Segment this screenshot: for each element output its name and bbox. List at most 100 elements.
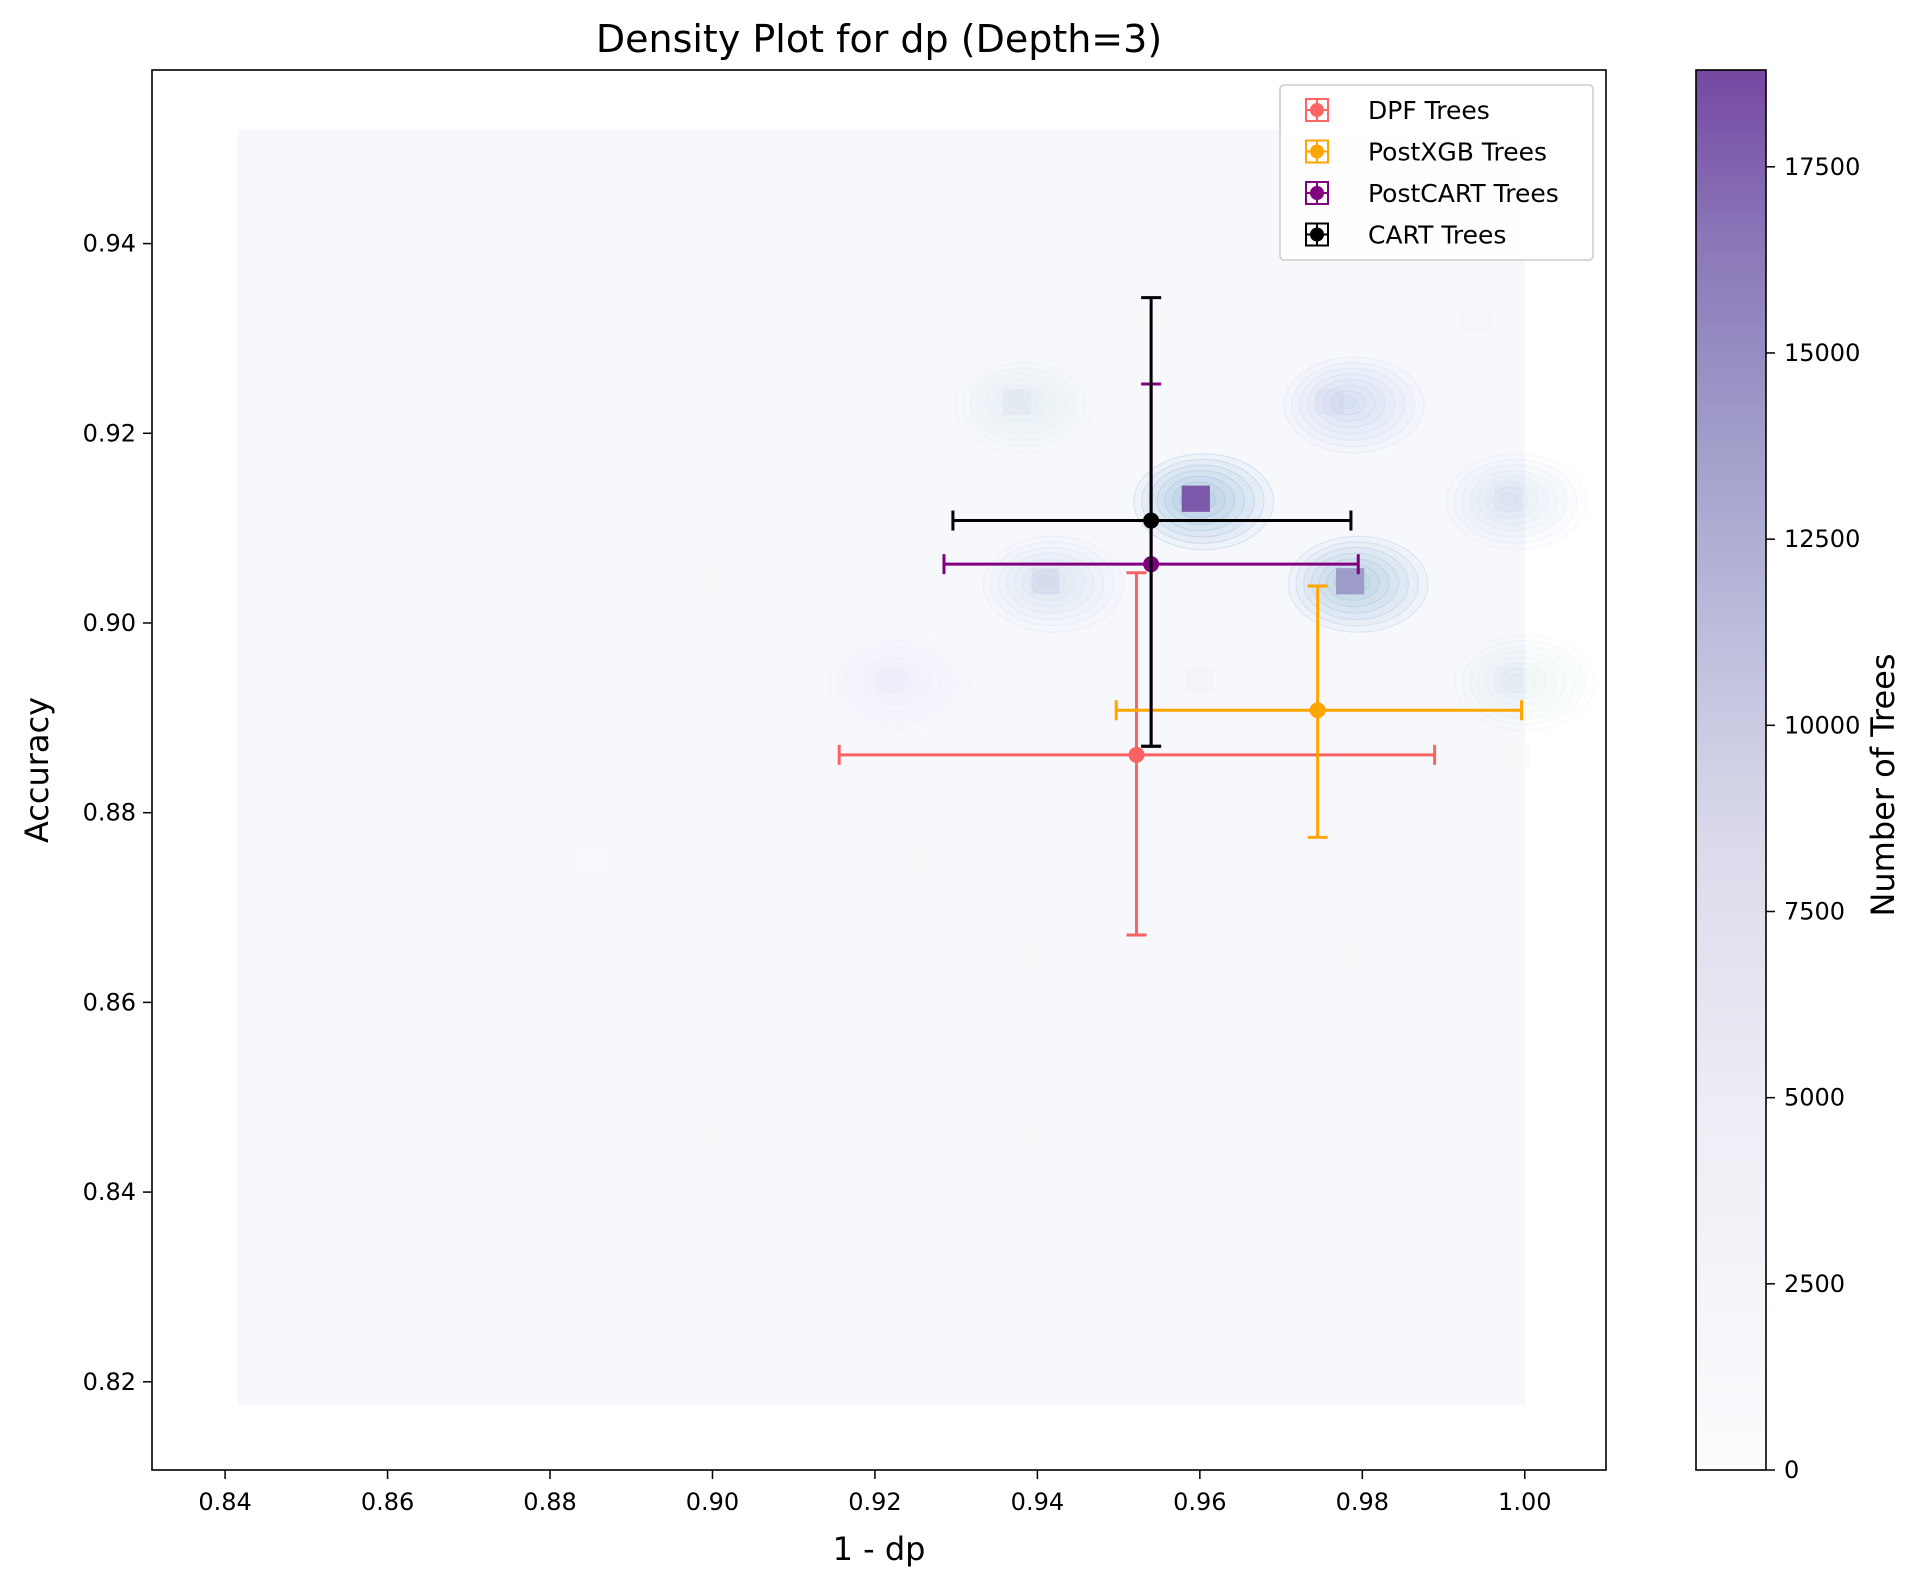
colorbar-tick-label: 5000 [1784,1084,1845,1112]
colorbar: 0 2500 5000 7500 10000 12500 15000 17500 [1695,69,1860,1484]
density-cell [877,666,906,693]
legend-frame [1279,84,1594,261]
y-tick-label: 0.88 [83,799,136,827]
density-cell [698,568,727,595]
legend-entry [1305,222,1329,247]
legend-label: DPF Trees [1368,96,1490,125]
density-cell [848,485,877,512]
density-cell [1494,666,1523,693]
density-cell [1003,388,1032,415]
x-tick-label: 1.00 [1498,1488,1551,1516]
kde-ring [1299,367,1406,441]
legend-label: PostCART Trees [1368,179,1559,208]
kde-ring [1454,634,1596,732]
kde-contour-layer [829,356,1596,732]
legend-entry [1305,98,1329,122]
errorbar-dpf-trees [837,571,1437,937]
data-point [1309,702,1326,719]
data-point [1128,746,1145,763]
density-layer [237,129,1531,1406]
density-cell [722,742,751,769]
kde-contour [955,357,1095,453]
x-tick-label: 0.84 [198,1488,251,1516]
x-tick-label: 0.92 [848,1488,901,1516]
plot-frame [151,69,1607,1471]
density-cell [1494,847,1523,874]
colorbar-tick-label: 10000 [1784,711,1860,739]
errorbar-layer [837,296,1524,937]
kde-contour [1454,634,1596,732]
x-tick-label: 0.98 [1336,1488,1389,1516]
kde-ring [1477,475,1549,525]
kde-ring [1330,390,1367,416]
kde-ring [1500,492,1519,506]
density-cell [1031,568,1060,595]
density-cell [1193,847,1222,874]
kde-ring [1037,575,1056,589]
kde-ring [1500,668,1537,694]
x-tick-label: 0.94 [1011,1488,1064,1516]
kde-ring [1484,481,1539,519]
legend-marker [1310,103,1324,117]
density-cell [1340,941,1369,968]
density-cell [1494,485,1523,512]
kde-ring [1314,378,1386,428]
colorbar-tick-label: 12500 [1784,525,1860,553]
kde-ring [983,535,1125,633]
kde-ring [1492,486,1529,512]
density-background [237,129,1525,1406]
density-cell [1185,666,1214,693]
colorbar-tick-label: 15000 [1784,339,1860,367]
y-axis-title: Accuracy [18,697,56,843]
y-tick-label: 0.90 [83,609,136,637]
colorbar-tick-label: 2500 [1784,1270,1845,1298]
kde-contour [1283,356,1425,454]
errorbar-postxgb-trees [1114,584,1524,839]
colorbar-tick-label: 17500 [1784,153,1860,181]
x-tick-label: 0.86 [361,1488,414,1516]
kde-ring [1461,464,1568,538]
legend-marker [1310,227,1324,242]
kde-ring [1461,640,1586,726]
x-tick-label: 0.90 [686,1488,739,1516]
density-cell [901,847,930,874]
colorbar-title: Number of Trees [1864,653,1902,916]
kde-contour [829,635,969,731]
colorbar-tick-label: 7500 [1784,897,1845,925]
kde-ring [1014,558,1086,608]
density-cell-peak [1181,485,1210,512]
kde-ring [1283,356,1425,454]
x-tick-label: 0.88 [523,1488,576,1516]
kde-ring [1453,458,1578,544]
legend-label: CART Trees [1368,221,1506,250]
y-axis: 0.82 0.84 0.86 0.88 0.90 0.92 0.94 [83,230,152,1396]
kde-ring [1306,373,1396,435]
density-cell [576,847,605,874]
colorbar-tick-label: 0 [1784,1456,1799,1484]
kde-contour [1446,453,1588,551]
y-tick-label: 0.82 [83,1368,136,1396]
chart-title: Density Plot for dp (Depth=3) [596,17,1162,61]
kde-contour [983,535,1125,633]
density-cell [1023,1122,1052,1149]
kde-ring [1029,569,1066,595]
kde-ring [998,546,1105,620]
density-cell [698,1122,727,1149]
legend-label: PostXGB Trees [1368,138,1547,167]
kde-ring [1337,395,1357,409]
legend-marker [1310,144,1324,159]
legend-entry [1305,139,1329,164]
kde-ring [883,674,901,686]
kde-ring [1446,453,1588,551]
kde-ring [1469,470,1558,532]
errorbar-cart-trees [951,296,1353,748]
y-tick-label: 0.86 [83,988,136,1016]
kde-ring [990,541,1115,627]
kde-ring [1009,396,1027,408]
y-tick-label: 0.94 [83,230,136,258]
data-point [1143,512,1160,529]
kde-ring [1291,362,1415,448]
density-cell [1502,742,1531,769]
plot-area [151,69,1607,1471]
